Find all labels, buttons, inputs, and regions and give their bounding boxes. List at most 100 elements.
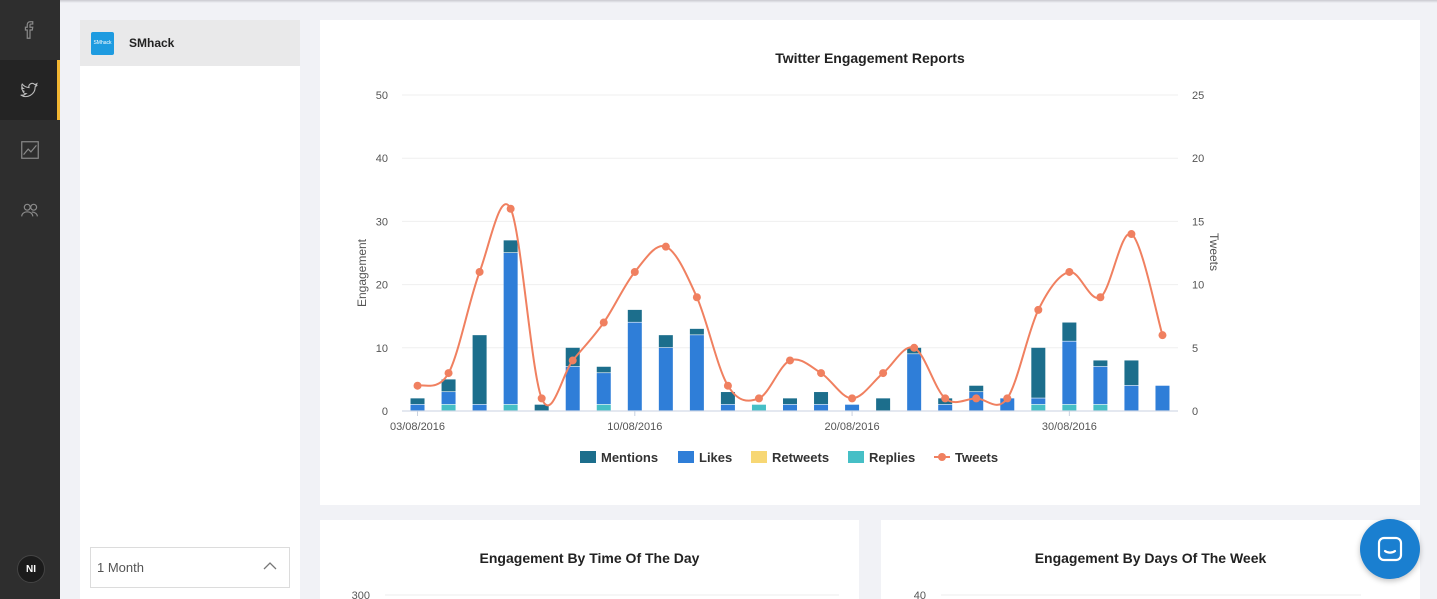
bar-likes[interactable]: [907, 354, 922, 411]
tweets-point[interactable]: [1003, 394, 1012, 403]
bar-likes[interactable]: [720, 404, 735, 411]
time-of-day-card: Engagement By Time Of The Day 300: [320, 520, 859, 599]
bar-replies[interactable]: [441, 404, 456, 411]
tweets-point[interactable]: [1034, 305, 1043, 314]
nav-item-analytics[interactable]: [0, 120, 60, 180]
bar-mentions[interactable]: [441, 379, 456, 392]
tweets-point[interactable]: [754, 394, 763, 403]
bar-replies[interactable]: [1031, 404, 1046, 411]
nav-item-twitter[interactable]: [0, 60, 60, 120]
tweets-point[interactable]: [723, 381, 732, 390]
y-tick-label: 300: [352, 590, 370, 599]
bar-likes[interactable]: [938, 404, 953, 411]
bar-mentions[interactable]: [658, 335, 673, 348]
bar-likes[interactable]: [783, 404, 797, 411]
tweets-point[interactable]: [1158, 331, 1167, 340]
bar-mentions[interactable]: [1031, 347, 1046, 398]
bar-likes[interactable]: [503, 253, 518, 405]
bar-mentions[interactable]: [969, 385, 984, 392]
bar-likes[interactable]: [565, 366, 580, 411]
bar-likes[interactable]: [1031, 398, 1046, 405]
bar-likes[interactable]: [410, 404, 425, 411]
bar-mentions[interactable]: [876, 398, 891, 411]
tweets-point[interactable]: [910, 343, 919, 352]
bar-likes[interactable]: [845, 404, 860, 411]
chart-icon: [21, 141, 39, 159]
bar-mentions[interactable]: [503, 240, 518, 253]
bar-replies[interactable]: [1093, 404, 1108, 411]
bar-likes[interactable]: [814, 404, 829, 411]
bar-replies[interactable]: [503, 404, 518, 411]
bar-likes[interactable]: [689, 335, 704, 411]
tweets-point[interactable]: [506, 204, 515, 213]
chat-launcher-button[interactable]: [1360, 519, 1420, 579]
legend-item-replies[interactable]: Replies: [869, 450, 915, 465]
engagement-chart: Twitter Engagement Reports 0 10 20 30 40 50 0 5…: [355, 50, 1221, 465]
bar-mentions[interactable]: [410, 398, 425, 405]
bar-likes[interactable]: [441, 392, 456, 405]
tweets-point[interactable]: [475, 267, 484, 276]
bar-mentions[interactable]: [596, 366, 611, 373]
tweets-point[interactable]: [692, 293, 701, 302]
avatar[interactable]: NI: [17, 555, 45, 583]
bar-mentions[interactable]: [814, 392, 829, 405]
bar-mentions[interactable]: [689, 328, 704, 335]
legend-item-retweets[interactable]: Retweets: [772, 450, 829, 465]
y-tick-label: 40: [376, 153, 388, 165]
tweets-point[interactable]: [444, 369, 453, 378]
tweets-point[interactable]: [941, 394, 950, 403]
legend-item-likes[interactable]: Likes: [699, 450, 732, 465]
tweets-point[interactable]: [537, 394, 546, 403]
tweets-point[interactable]: [879, 369, 888, 378]
tweets-point[interactable]: [568, 356, 577, 365]
tweets-point[interactable]: [1096, 293, 1105, 302]
twitter-icon: [19, 82, 38, 98]
bar-replies[interactable]: [596, 404, 611, 411]
bar-likes[interactable]: [472, 404, 487, 411]
bar-mentions[interactable]: [783, 398, 797, 405]
bar-replies[interactable]: [1062, 404, 1077, 411]
tweets-point[interactable]: [599, 318, 608, 327]
bar-likes[interactable]: [596, 373, 611, 405]
nav-item-team[interactable]: [0, 180, 60, 240]
tweets-point[interactable]: [848, 394, 857, 403]
bar-likes[interactable]: [627, 322, 642, 411]
bar-mentions[interactable]: [1062, 322, 1077, 341]
tweets-point[interactable]: [413, 381, 422, 390]
bar-mentions[interactable]: [534, 404, 549, 411]
bar-likes[interactable]: [1155, 385, 1170, 411]
y2-tick-label: 20: [1192, 153, 1204, 165]
bar-mentions[interactable]: [720, 392, 735, 405]
tweets-point[interactable]: [1127, 230, 1136, 239]
chart-ticks: 0 10 20 30 40 50 0 5 10 15 20 25 03/08/2016 10/08/201…: [376, 90, 1205, 433]
bar-likes[interactable]: [1062, 341, 1077, 405]
bar-likes[interactable]: [658, 347, 673, 411]
legend-swatch-replies: [848, 451, 864, 463]
tweets-point[interactable]: [972, 394, 981, 403]
legend-swatch-likes: [678, 451, 694, 463]
nav-item-facebook[interactable]: [0, 0, 60, 60]
bar-likes[interactable]: [1124, 385, 1139, 411]
tweets-point[interactable]: [1065, 267, 1074, 276]
legend-item-tweets[interactable]: Tweets: [955, 450, 998, 465]
chevron-up-icon: [263, 562, 277, 570]
bar-mentions[interactable]: [1093, 360, 1108, 367]
bar-mentions[interactable]: [627, 309, 642, 322]
bar-mentions[interactable]: [472, 335, 487, 405]
account-item[interactable]: SMhack SMhack: [80, 20, 300, 66]
tweets-line: [417, 203, 1164, 407]
bar-replies[interactable]: [751, 404, 766, 411]
y-tick-label: 10: [376, 343, 388, 355]
bar-likes[interactable]: [1093, 366, 1108, 405]
y-tick-label: 0: [382, 406, 388, 418]
tweets-point[interactable]: [661, 242, 670, 251]
period-value: 1 Month: [97, 560, 144, 575]
tweets-point[interactable]: [817, 369, 826, 378]
tweets-point[interactable]: [786, 356, 794, 365]
tweets-point[interactable]: [630, 267, 639, 276]
period-select[interactable]: 1 Month: [90, 547, 290, 588]
chart-bars: [410, 240, 1170, 411]
legend-item-mentions[interactable]: Mentions: [601, 450, 658, 465]
top-shadow: [60, 0, 1437, 3]
bar-mentions[interactable]: [1124, 360, 1139, 386]
